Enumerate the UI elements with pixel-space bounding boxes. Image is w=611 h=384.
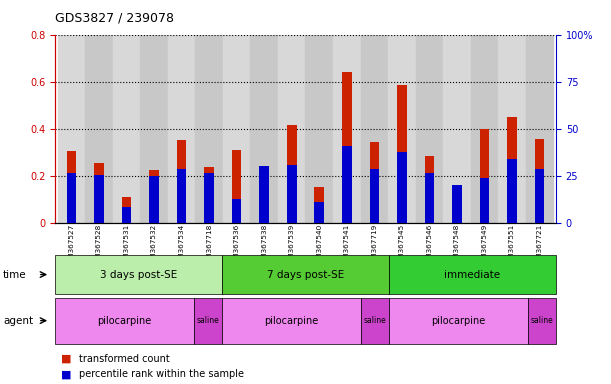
Bar [204, 173, 214, 223]
Bar [122, 197, 131, 223]
Bar [480, 129, 489, 223]
Bar [196, 35, 223, 223]
Bar [342, 146, 351, 223]
Bar [425, 173, 434, 223]
Bar [452, 185, 462, 223]
Text: 3 days post-SE: 3 days post-SE [100, 270, 177, 280]
Bar [388, 35, 415, 223]
Bar [122, 207, 131, 223]
Text: saline: saline [197, 316, 219, 325]
Text: time: time [3, 270, 27, 280]
Bar [141, 35, 168, 223]
Bar [415, 35, 443, 223]
Bar [535, 139, 544, 223]
Bar [525, 35, 553, 223]
Bar [480, 178, 489, 223]
Bar [498, 35, 525, 223]
Bar [342, 72, 351, 223]
Bar [315, 202, 324, 223]
Bar [287, 165, 296, 223]
Text: immediate: immediate [444, 270, 500, 280]
Bar [425, 156, 434, 223]
Text: 7 days post-SE: 7 days post-SE [267, 270, 344, 280]
Bar [177, 169, 186, 223]
Bar [58, 35, 86, 223]
Bar [278, 35, 306, 223]
Bar [397, 85, 407, 223]
Bar [397, 152, 407, 223]
Text: pilocarpine: pilocarpine [265, 316, 319, 326]
Bar [251, 35, 278, 223]
Bar [370, 169, 379, 223]
Bar [204, 167, 214, 223]
Bar [67, 151, 76, 223]
Bar [315, 187, 324, 223]
Bar [223, 35, 251, 223]
Text: GDS3827 / 239078: GDS3827 / 239078 [55, 12, 174, 25]
Text: saline: saline [364, 316, 387, 325]
Bar [149, 176, 159, 223]
Bar [67, 173, 76, 223]
Bar [470, 35, 498, 223]
Bar [370, 142, 379, 223]
Bar [507, 159, 517, 223]
Bar [94, 174, 104, 223]
Bar [452, 185, 462, 223]
Bar [443, 35, 470, 223]
Bar [232, 199, 241, 223]
Text: pilocarpine: pilocarpine [97, 316, 152, 326]
Bar [260, 183, 269, 223]
Bar [113, 35, 141, 223]
Bar [177, 141, 186, 223]
Bar [168, 35, 196, 223]
Text: transformed count: transformed count [79, 354, 170, 364]
Bar [232, 150, 241, 223]
Bar [287, 125, 296, 223]
Text: percentile rank within the sample: percentile rank within the sample [79, 369, 244, 379]
Text: ■: ■ [61, 369, 71, 379]
Bar [94, 163, 104, 223]
Bar [333, 35, 360, 223]
Bar [507, 117, 517, 223]
Bar [306, 35, 333, 223]
Text: ■: ■ [61, 354, 71, 364]
Bar [535, 169, 544, 223]
Bar [360, 35, 388, 223]
Bar [149, 170, 159, 223]
Text: saline: saline [531, 316, 554, 325]
Text: pilocarpine: pilocarpine [431, 316, 486, 326]
Bar [86, 35, 113, 223]
Text: agent: agent [3, 316, 33, 326]
Bar [260, 166, 269, 223]
